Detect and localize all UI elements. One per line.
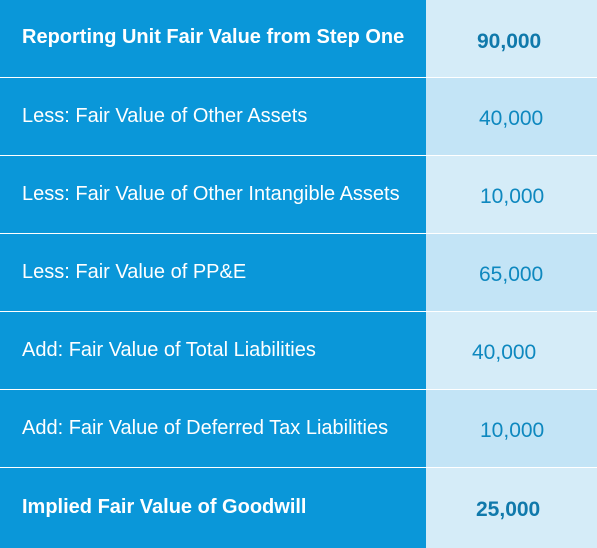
row-label: Less: Fair Value of Other Intangible Ass… [0,156,426,233]
row-label: Reporting Unit Fair Value from Step One [0,0,426,77]
table-row: Less: Fair Value of PP&E 65,000 [0,234,597,311]
row-divider [0,233,426,234]
table-row-total: Implied Fair Value of Goodwill 25,000 [0,468,597,548]
row-value: 10,000 [426,156,597,233]
table-row: Add: Fair Value of Total Liabilities 40,… [0,312,597,389]
row-divider [0,155,426,156]
row-divider [0,467,426,468]
row-value: 65,000 [426,234,597,311]
row-value: 40,000 [426,312,597,389]
table-row: Less: Fair Value of Other Assets 40,000 [0,78,597,155]
row-divider [0,389,426,390]
row-label: Add: Fair Value of Total Liabilities [0,312,426,389]
row-value: 40,000 [426,78,597,155]
row-label: Less: Fair Value of PP&E [0,234,426,311]
table-row: Add: Fair Value of Deferred Tax Liabilit… [0,390,597,467]
row-label: Less: Fair Value of Other Assets [0,78,426,155]
table-row: Reporting Unit Fair Value from Step One … [0,0,597,77]
total-value: 25,000 [426,468,597,548]
table-row: Less: Fair Value of Other Intangible Ass… [0,156,597,233]
total-label: Implied Fair Value of Goodwill [0,468,426,548]
row-value: 10,000 [426,390,597,467]
row-label: Add: Fair Value of Deferred Tax Liabilit… [0,390,426,467]
row-value: 90,000 [426,0,597,77]
row-divider [0,77,426,78]
row-divider [0,311,426,312]
